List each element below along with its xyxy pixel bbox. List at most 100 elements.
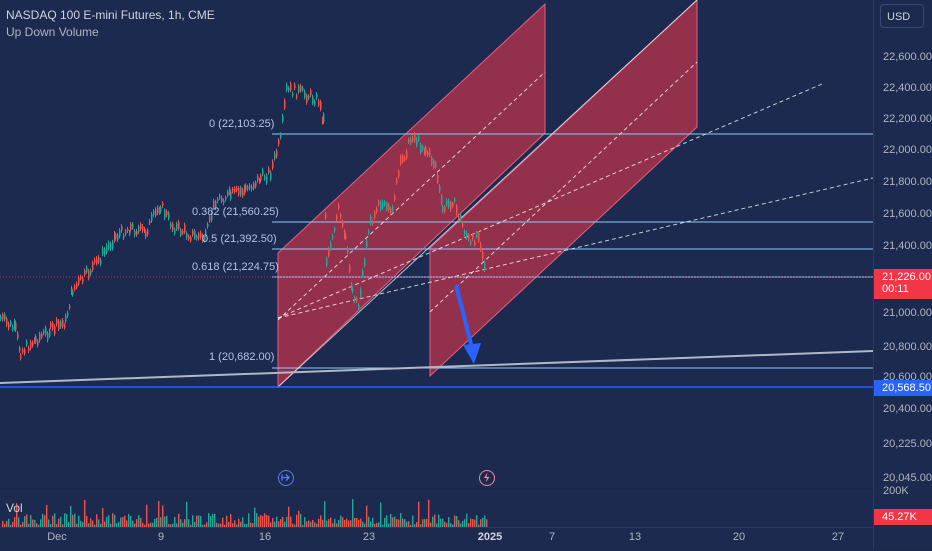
volume-bar [386,515,388,527]
volume-bar [90,518,92,527]
price-tick: 21,800.00 [883,176,932,188]
candle [322,118,324,123]
candle [404,157,406,161]
volume-bar [268,515,270,527]
volume-bar [66,514,68,527]
volume-bar [94,524,96,527]
volume-bar [382,524,384,527]
lightning-icon[interactable] [479,470,495,486]
volume-bar [70,505,72,527]
candle [356,298,358,302]
chart-area[interactable]: NASDAQ 100 E-mini Futures, 1h, CME Up Do… [0,0,873,488]
candle [221,197,223,202]
volume-bar [456,515,458,527]
candle [24,349,26,354]
indicator-name[interactable]: Up Down Volume [6,25,99,39]
candle [484,262,486,270]
candle [268,168,270,173]
volume-bar [46,504,48,527]
volume-bar [346,518,348,527]
volume-bar [152,522,154,527]
volume-bar [392,517,394,527]
line-price-tag: 20,568.50 [874,380,932,396]
price-chart[interactable] [0,0,873,488]
candle [242,189,244,196]
volume-bar [236,524,238,527]
candle [462,223,464,227]
volume-bar [208,513,210,527]
candle [234,188,236,193]
volume-bar [110,523,112,527]
volume-bar [104,521,106,527]
candle [19,347,21,351]
candle [164,210,166,219]
candle [345,235,347,239]
candle [347,248,349,253]
volume-pane[interactable] [0,489,873,527]
volume-bar [8,518,10,527]
volume-bar [166,515,168,527]
volume-bar [336,523,338,527]
volume-bar [338,519,340,527]
symbol-title[interactable]: NASDAQ 100 E-mini Futures, 1h, CME [6,8,215,22]
volume-bar [238,518,240,527]
fib-label-0: 0 (22,103.25) [209,118,275,130]
volume-bar [194,522,196,527]
candle [456,205,458,214]
candle [34,339,36,342]
price-tick: 20,045.00 [883,472,932,484]
volume-bar [54,513,56,527]
candle [478,232,480,241]
volume-bar [156,517,158,527]
candle [414,134,416,141]
volume-bar [340,515,342,527]
down-arrow-drawing[interactable] [454,284,481,364]
volume-bar [400,513,402,527]
candle [98,257,100,263]
volume-bar [200,516,202,527]
trend-dashed-2 [277,177,873,319]
candle [2,314,4,320]
volume-bar [92,520,94,527]
volume-bar [282,516,284,527]
volume-bar [18,517,20,527]
volume-bar [150,522,152,527]
volume-bar [86,516,88,527]
candle [482,251,484,259]
candle [358,304,360,308]
candle [117,234,119,240]
candle [282,115,284,122]
candle [452,203,454,207]
volume-bar [28,523,30,527]
candle [207,224,209,227]
volume-bar [418,501,420,527]
replay-icon[interactable] [278,470,294,486]
candle [260,175,262,181]
candle [349,265,351,272]
time-axis[interactable] [0,527,873,551]
volume-bar [30,515,32,527]
candle [464,230,466,235]
candle [326,258,328,266]
currency-button[interactable]: USD [880,4,924,28]
candle [100,259,102,265]
candle [290,83,292,91]
candle [435,162,437,168]
volume-bar [280,519,282,527]
volume-bar [78,515,80,527]
support-trendline[interactable] [0,350,873,384]
volume-bar [138,515,140,527]
candle [402,155,404,162]
candle [240,187,242,195]
volume-bar [122,517,124,527]
candle [134,230,136,236]
candle [227,191,229,196]
volume-bar [220,523,222,527]
volume-bar [10,524,12,527]
volume-bar [164,516,166,527]
channel-left-midline [277,71,546,321]
candle [104,249,106,256]
candle [330,242,332,250]
candle [306,95,308,103]
volume-bar [350,520,352,527]
